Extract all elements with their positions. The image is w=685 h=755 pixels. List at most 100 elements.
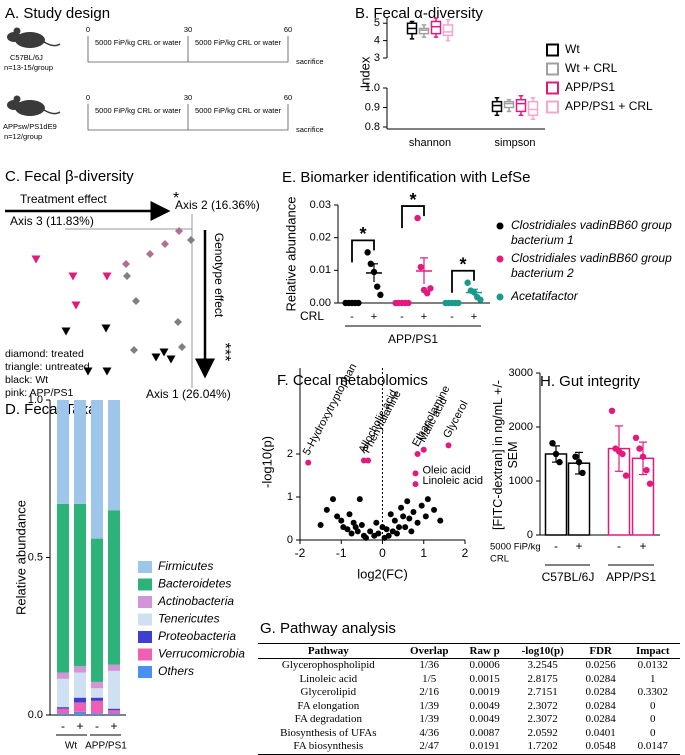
mouse-icon: [7, 27, 61, 48]
legend-label: Verrucomicrobia: [158, 647, 245, 661]
end-label: sacrifice: [296, 57, 324, 66]
point: [71, 301, 81, 310]
table-cell: 4/36: [419, 726, 439, 739]
bar-segment: [108, 713, 120, 715]
header-cell: Impact: [625, 643, 680, 659]
bar-segment: [91, 538, 103, 682]
x-tick-label: simpson: [495, 137, 536, 149]
point: [393, 530, 400, 537]
legend-label: Acetatifactor: [511, 289, 578, 303]
x-tick-label: +: [639, 539, 646, 553]
table-cell: 3.2545: [527, 659, 558, 671]
point: [477, 296, 484, 303]
point: [68, 272, 78, 281]
table-cell: 0.0015: [469, 672, 500, 685]
point: [424, 496, 431, 503]
y-tick-label: 2000: [509, 421, 533, 433]
y-tick-label: 0.9: [365, 101, 380, 113]
header-cell: Overlap: [398, 643, 460, 659]
point: [406, 515, 413, 522]
bar-segment: [91, 713, 103, 715]
table-cell: 0: [650, 726, 656, 739]
legend-label: Proteobacteria: [158, 629, 236, 643]
bar-segment: [74, 503, 86, 667]
x-tick-label: 2: [462, 546, 469, 560]
legend-swatch: [138, 666, 152, 678]
table-cell: 2.3072: [527, 713, 558, 725]
panel-title: A. Study design: [5, 5, 110, 22]
box: [527, 100, 539, 117]
key-text: diamond: treated: [5, 348, 84, 360]
bar-segment: [74, 666, 86, 673]
x-tick-label: +: [421, 311, 427, 323]
y-tick-label: 0.8: [365, 121, 380, 133]
table-cell: 0.0401: [585, 726, 616, 739]
bar-segment: [91, 688, 103, 698]
table-cell: 1/39: [419, 713, 439, 725]
legend-label: Bacteroidetes: [158, 577, 231, 591]
y-tick-label: 0.02: [310, 232, 331, 244]
point: [572, 453, 579, 460]
bar-segment: [57, 503, 69, 673]
bar-segment: [91, 700, 103, 714]
table-cell: Linoleic acid: [299, 672, 358, 685]
treatment-label: 5000 FiP/kg CRL or water: [95, 106, 182, 115]
x-tick-label: -: [554, 539, 558, 553]
point: [549, 440, 556, 447]
box: [515, 98, 527, 113]
table-row: Biosynthesis of UFAs 4/36 0.0087 2.0592 0.04…: [258, 727, 680, 741]
x-tick-label: -: [617, 539, 621, 553]
point: [400, 513, 407, 520]
point: [404, 498, 411, 505]
y-tick-label: 0.01: [310, 264, 331, 276]
point: [412, 470, 419, 477]
chart-title: E. Biomarker identification with LefSe: [282, 169, 530, 186]
legend-marker: [496, 255, 504, 263]
point: [305, 459, 312, 466]
table-cell: 0.0019: [469, 686, 500, 698]
point: [646, 480, 654, 487]
y-axis-label: Index: [357, 56, 372, 88]
bar-segment: [74, 711, 86, 715]
bar-segment: [74, 697, 86, 703]
y-axis-label-box: [FITC-dextran] in ng/mL +/- SEM: [491, 380, 520, 530]
group-n: n=13-15/group: [4, 63, 53, 72]
bar-segment: [74, 672, 86, 698]
point: [632, 434, 640, 441]
point: [391, 517, 398, 524]
point: [146, 250, 154, 258]
y-tick-label: 0.00: [310, 297, 331, 309]
bracket: [401, 205, 425, 229]
legend-label: Tenericutes: [158, 612, 220, 626]
row-label: CRL: [490, 554, 509, 565]
point: [398, 504, 405, 511]
group-label: APP/PS1: [85, 741, 127, 752]
treatment-label: 5000 FiP/kg CRL or water: [95, 38, 182, 47]
point: [445, 442, 452, 449]
y-tick-label: 1: [287, 491, 293, 503]
legend-swatch: [138, 596, 152, 608]
table-cell: 0: [650, 699, 656, 712]
point: [334, 513, 341, 520]
table-cell: 0.0147: [625, 740, 680, 755]
bar-segment: [108, 664, 120, 671]
row-label: 5000 FiP/kg: [490, 542, 541, 553]
point: [410, 509, 417, 516]
point: [387, 511, 394, 518]
chart-title: H. Gut integrity: [540, 373, 641, 390]
point-label: Linoleic acid: [423, 475, 484, 487]
bar-segment: [108, 710, 120, 714]
legend-label: Wt: [565, 42, 580, 56]
group-label: C57BL/6J: [542, 570, 595, 584]
legend-swatch: [546, 100, 559, 114]
key-text: triangle: untreated: [5, 361, 90, 373]
x-tick-label: -: [61, 719, 65, 733]
table-cell: 1/39: [419, 699, 439, 712]
point: [422, 513, 429, 520]
point: [575, 458, 583, 466]
x-tick-label: +: [110, 719, 117, 733]
panel-title: G. Pathway analysis: [260, 620, 396, 637]
legend-swatch: [138, 613, 152, 626]
axis-label: Axis 3 (11.83%): [10, 214, 94, 228]
treatment-label: 5000 FiP/kg CRL or water: [195, 106, 282, 115]
